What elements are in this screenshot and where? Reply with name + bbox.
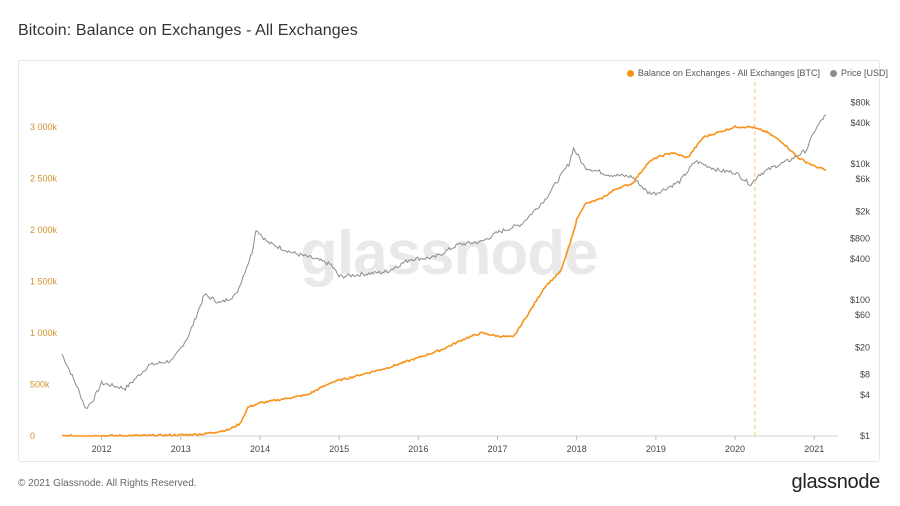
x-tick-label: 2016 [408,444,428,454]
legend-label-balance: Balance on Exchanges - All Exchanges [BT… [638,68,820,78]
x-tick-label: 2014 [250,444,270,454]
series-price-line[interactable] [62,115,826,408]
glassnode-logo: glassnode [792,471,880,494]
legend-label-price: Price [USD] [841,68,888,78]
copyright-text: © 2021 Glassnode. All Rights Reserved. [18,478,197,489]
y-left-tick-label: 1 000k [30,328,58,338]
y-right-tick-label: $40k [850,118,870,128]
y-right-tick-label: $6k [855,174,870,184]
y-left-tick-label: 2 500k [30,173,58,183]
legend-item-price[interactable]: Price [USD] [830,68,888,78]
x-tick-label: 2013 [171,444,191,454]
x-tick-label: 2020 [725,444,745,454]
legend: Balance on Exchanges - All Exchanges [BT… [627,68,888,78]
x-tick-label: 2021 [804,444,824,454]
y-right-tick-label: $8 [860,370,870,380]
series-balance-line[interactable] [62,126,826,436]
y-right-tick-label: $800 [850,234,870,244]
right-axis: $1 $4 $8 $20 $60 $100 $400 $800 $2k $6k $10k $40k $8… [850,98,871,441]
y-right-tick-label: $80k [850,98,870,108]
series-layer[interactable] [62,115,826,436]
y-right-tick-label: $4 [860,390,870,400]
y-right-tick-label: $400 [850,254,870,264]
left-axis: 0 500k 1 000k 1 500k 2 000k 2 500k 3 000k [30,122,58,441]
y-left-tick-label: 2 000k [30,225,58,235]
x-axis: 2012 2013 2014 2015 2016 2017 2018 2019 2020 2021 [62,436,838,454]
y-right-tick-label: $20 [855,343,870,353]
y-right-tick-label: $1 [860,431,870,441]
legend-item-balance[interactable]: Balance on Exchanges - All Exchanges [BT… [627,68,820,78]
y-left-tick-label: 3 000k [30,122,58,132]
y-left-tick-label: 500k [30,379,50,389]
y-right-tick-label: $60 [855,310,870,320]
x-tick-label: 2017 [487,444,507,454]
x-tick-label: 2018 [567,444,587,454]
y-right-tick-label: $2k [855,207,870,217]
y-right-tick-label: $10k [850,159,870,169]
x-tick-label: 2019 [646,444,666,454]
legend-dot-balance [627,70,634,77]
y-left-tick-label: 0 [30,431,35,441]
x-tick-label: 2012 [92,444,112,454]
x-tick-label: 2015 [329,444,349,454]
y-right-tick-label: $100 [850,295,870,305]
legend-dot-price [830,70,837,77]
y-left-tick-label: 1 500k [30,276,58,286]
